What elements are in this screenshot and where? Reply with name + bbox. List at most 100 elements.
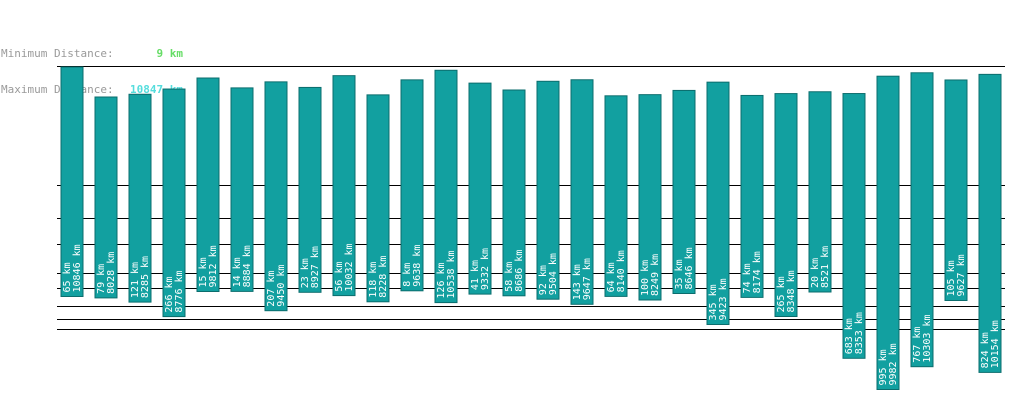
bar-group: 35 km 8646 km xyxy=(672,89,696,294)
min-distance-row: Minimum Distance: 9 km xyxy=(1,48,183,60)
distance-bar xyxy=(842,93,866,359)
bar-max-label: 9627 km xyxy=(956,254,967,296)
bar-min-label: 995 km xyxy=(878,349,889,385)
bar-max-label: 9450 km xyxy=(276,265,287,307)
min-distance-label: Minimum Distance: xyxy=(1,47,114,60)
bar-max-label: 8521 km xyxy=(820,246,831,288)
distance-bar xyxy=(94,96,118,299)
bar-min-label: 56 km xyxy=(334,261,345,291)
bar-group: 266 km 8776 km xyxy=(162,88,186,318)
bar-min-label: 265 km xyxy=(776,276,787,312)
bar-group: 118 km 8228 km xyxy=(366,94,390,303)
distance-bar xyxy=(298,86,322,293)
bar-max-label: 10846 km xyxy=(72,244,83,292)
distance-bar xyxy=(366,94,390,303)
distance-bar xyxy=(604,95,628,297)
bar-group: 105 km 9627 km xyxy=(944,79,968,301)
bar-min-label: 767 km xyxy=(912,327,923,363)
distance-bar xyxy=(332,75,356,297)
bar-group: 64 km 8140 km xyxy=(604,95,628,297)
max-distance-row: Maximum Distance: 10847 km xyxy=(1,84,183,96)
bar-group: 58 km 8686 km xyxy=(502,89,526,297)
bar-min-label: 683 km xyxy=(844,318,855,354)
bar-group: 265 km 8348 km xyxy=(774,93,798,318)
bar-group: 767 km 10303 km xyxy=(910,72,934,368)
bar-min-label: 20 km xyxy=(810,258,821,288)
bar-group: 74 km 8174 km xyxy=(740,94,764,298)
bar-group: 143 km 9647 km xyxy=(570,79,594,305)
bar-max-label: 9812 km xyxy=(208,245,219,287)
distance-bar xyxy=(196,77,220,292)
distance-bar xyxy=(638,94,662,301)
bar-min-label: 345 km xyxy=(708,284,719,320)
bar-group: 824 km 10154 km xyxy=(978,73,1002,373)
bar-max-label: 9504 km xyxy=(548,253,559,295)
bar-min-label: 58 km xyxy=(504,262,515,292)
bar-max-label: 10538 km xyxy=(446,250,457,298)
distance-bar xyxy=(740,94,764,298)
bar-min-label: 8 km xyxy=(402,263,413,287)
bar-max-label: 8285 km xyxy=(140,256,151,298)
bar-min-label: 35 km xyxy=(674,259,685,289)
distance-bar xyxy=(230,87,254,292)
distance-bar xyxy=(570,79,594,305)
bar-max-label: 9423 km xyxy=(718,278,729,320)
bar-group: 56 km 10032 km xyxy=(332,75,356,297)
bar-max-label: 8140 km xyxy=(616,250,627,292)
bar-group: 126 km 10538 km xyxy=(434,69,458,304)
bar-group: 79 km 8028 km xyxy=(94,96,118,299)
bar-min-label: 126 km xyxy=(436,262,447,298)
distance-bar xyxy=(808,91,832,293)
min-distance-value: 9 km xyxy=(156,47,184,60)
bar-min-label: 118 km xyxy=(368,262,379,298)
bar-max-label: 8174 km xyxy=(752,251,763,293)
distance-bar xyxy=(944,79,968,301)
bar-max-label: 10032 km xyxy=(344,243,355,291)
bar-min-label: 92 km xyxy=(538,265,549,295)
bar-group: 14 km 8884 km xyxy=(230,87,254,292)
distance-bar xyxy=(910,72,934,368)
distance-bar xyxy=(774,93,798,318)
bar-max-label: 8776 km xyxy=(174,270,185,312)
bar-max-label: 8228 km xyxy=(378,256,389,298)
bar-min-label: 74 km xyxy=(742,263,753,293)
bar-group: 92 km 9504 km xyxy=(536,80,560,300)
bar-min-label: 105 km xyxy=(946,260,957,296)
bar-min-label: 100 km xyxy=(640,260,651,296)
bar-min-label: 824 km xyxy=(980,332,991,368)
distance-bar xyxy=(876,75,900,391)
bar-min-label: 64 km xyxy=(606,262,617,292)
bar-group: 683 km 8353 km xyxy=(842,93,866,359)
bar-max-label: 8353 km xyxy=(854,312,865,354)
distance-bar xyxy=(502,89,526,297)
bar-min-label: 121 km xyxy=(130,262,141,298)
distance-stats: Minimum Distance: 9 km Maximum Distance: 1… xyxy=(1,24,183,108)
distance-bar xyxy=(706,81,730,325)
bar-max-label: 9638 km xyxy=(412,245,423,287)
bar-max-label: 8927 km xyxy=(310,246,321,288)
bar-max-label: 9332 km xyxy=(480,248,491,290)
bar-max-label: 8646 km xyxy=(684,247,695,289)
bar-min-label: 65 km xyxy=(62,262,73,292)
bar-min-label: 23 km xyxy=(300,258,311,288)
bar-min-label: 14 km xyxy=(232,257,243,287)
bar-min-label: 207 km xyxy=(266,271,277,307)
bar-group: 995 km 9982 km xyxy=(876,75,900,391)
bar-group: 8 km 9638 km xyxy=(400,79,424,292)
distance-bar xyxy=(978,73,1002,373)
bar-max-label: 8686 km xyxy=(514,250,525,292)
bar-group: 100 km 8249 km xyxy=(638,94,662,301)
bar-min-label: 15 km xyxy=(198,257,209,287)
bar-max-label: 9647 km xyxy=(582,258,593,300)
distance-bar xyxy=(434,69,458,304)
bar-group: 121 km 8285 km xyxy=(128,93,152,303)
bar-max-label: 8028 km xyxy=(106,252,117,294)
distance-bar xyxy=(536,80,560,300)
bar-group: 65 km 10846 km xyxy=(60,66,84,297)
distance-bar xyxy=(162,88,186,318)
bar-group: 23 km 8927 km xyxy=(298,86,322,293)
bar-max-label: 10303 km xyxy=(922,315,933,363)
distance-bar xyxy=(264,81,288,312)
bar-min-label: 41 km xyxy=(470,260,481,290)
